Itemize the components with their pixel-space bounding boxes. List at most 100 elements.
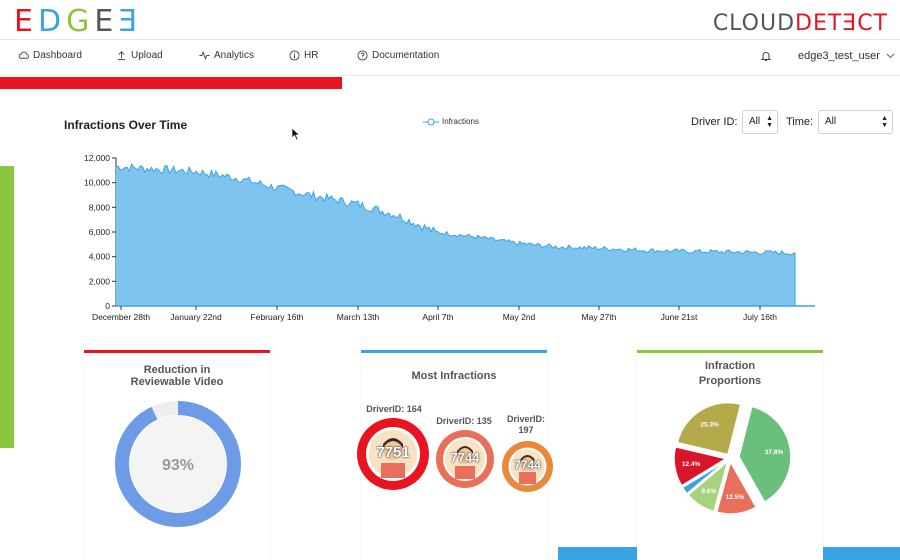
driver-avatar-icon [508, 447, 547, 486]
reduction-card: Reduction in Reviewable Video 93% [84, 350, 270, 560]
nav-hr[interactable]: HR [289, 50, 318, 61]
x-tick-label: February 16th [251, 312, 304, 322]
pie-slice [715, 460, 758, 515]
driver-select[interactable]: All ▲ ▼ [742, 110, 778, 134]
logo-letter: D [37, 4, 67, 39]
main-nav: Dashboard Upload Analytics HR Documentat… [0, 40, 900, 76]
proportions-title-2: Proportions [698, 375, 762, 387]
driver-badge-135[interactable]: 7744 [436, 430, 494, 488]
nav-label: Analytics [214, 50, 255, 61]
driver-count: 7751 [376, 444, 410, 461]
upload-icon [117, 51, 126, 61]
x-tick-label: May 27th [582, 312, 617, 322]
pie-slice [681, 459, 728, 495]
nav-upload[interactable]: Upload [116, 50, 163, 61]
accent-bar-red [0, 77, 342, 89]
pie-slice-label: 12.5% [726, 494, 745, 501]
nav-documentation[interactable]: Documentation [357, 50, 439, 61]
pie-slice-label: 25.3% [700, 421, 719, 428]
logo-word-cloud: CLOUD [712, 11, 796, 36]
nav-analytics[interactable]: Analytics [199, 50, 254, 61]
x-tick-label: December 28th [92, 312, 150, 322]
driver-label: DriverID: 135 [436, 416, 492, 426]
time-select-value: All [825, 116, 837, 127]
card-accent-red [84, 350, 270, 353]
info-icon [289, 50, 300, 61]
infractions-area-chart[interactable]: 0 2,000 4,000 6,000 8,000 10,000 12,000 Decembe… [60, 148, 830, 328]
donut-center-label: 93% [162, 457, 194, 474]
reduction-donut-chart[interactable]: 93% [84, 390, 270, 560]
legend-marker-icon [423, 118, 439, 125]
nav-label: Upload [131, 50, 163, 61]
help-icon [357, 50, 368, 61]
cloud-icon [18, 51, 29, 59]
nav-dashboard[interactable]: Dashboard [18, 50, 82, 61]
nav-label: Documentation [372, 50, 440, 61]
most-infractions-card: Most Infractions DriverID: 164 7751 Driv… [357, 350, 553, 560]
pie-slice [673, 445, 729, 487]
user-menu[interactable]: edge3_test_user [798, 50, 895, 62]
bell-icon[interactable] [760, 50, 772, 62]
username: edge3_test_user [798, 50, 880, 62]
donut-hole [130, 416, 226, 512]
y-tick-label: 8,000 [89, 202, 111, 212]
time-select[interactable]: All ▲ ▼ [818, 110, 893, 134]
pie-slice [676, 401, 742, 456]
driver-badge-164[interactable]: 7751 [357, 418, 429, 490]
x-tick-label: March 13th [337, 312, 380, 322]
infractions-line [115, 163, 796, 306]
driver-badge-197[interactable]: 7744 [502, 441, 553, 492]
x-tick-label: January 22nd [170, 312, 222, 322]
driver-count: 7744 [450, 450, 480, 465]
proportions-card: Infraction Proportions 37.8% 12.5% 9.6% 12.… [637, 350, 823, 560]
nav-label: Dashboard [33, 50, 82, 61]
logo-letter: E [14, 4, 38, 39]
logo-letter: E [94, 4, 119, 39]
driver-filter-label: Driver ID: [691, 116, 738, 128]
logo-letter: Ǝ [118, 4, 143, 39]
driver-avatar-icon [443, 437, 487, 481]
y-tick-label: 10,000 [84, 178, 110, 188]
reduction-title-2: Reviewable Video [130, 376, 224, 388]
infractions-area [116, 164, 795, 306]
driver-label: DriverID: [506, 414, 545, 424]
pie-slice-label: 37.8% [765, 449, 784, 456]
pie-slice [686, 459, 730, 513]
x-tick-label: May 2nd [503, 312, 536, 322]
mouse-cursor-icon [291, 127, 301, 141]
x-tick-label: June 21st [661, 312, 698, 322]
driver-count: 7744 [514, 458, 541, 472]
proportions-pie-chart[interactable]: 37.8% 12.5% 9.6% 12.4% 25.3% [637, 390, 823, 560]
x-tick-label: April 7th [422, 312, 453, 322]
legend-label: Infractions [442, 117, 479, 126]
card-accent-green [637, 350, 823, 353]
y-tick-label: 2,000 [89, 276, 111, 286]
top-header: EDGEƎ CLOUDDETƎCT [0, 0, 900, 40]
nav-label: HR [304, 50, 319, 61]
pie-slice [738, 405, 792, 504]
updown-icon: ▲ ▼ [881, 115, 888, 129]
proportions-title-1: Infraction [704, 360, 756, 372]
most-infractions-title: Most Infractions [411, 370, 497, 382]
driver-label: 197 [518, 425, 534, 435]
driver-select-value: All [749, 116, 761, 127]
donut-value-arc [115, 401, 241, 527]
card-accent-blue [361, 350, 547, 353]
pie-slice-label: 9.6% [701, 488, 716, 495]
y-tick-label: 0 [105, 301, 110, 311]
edge3-logo[interactable]: EDGEƎ [14, 4, 142, 39]
pie-slice-label: 12.4% [682, 461, 701, 468]
accent-bar-green [0, 166, 14, 448]
chart-title: Infractions Over Time [64, 118, 188, 132]
y-tick-label: 12,000 [84, 153, 110, 163]
driver-label: DriverID: 164 [366, 404, 422, 414]
logo-letter: G [66, 4, 95, 39]
clouddetect-logo: CLOUDDETƎCT [713, 11, 888, 36]
time-filter-label: Time: [786, 116, 814, 128]
y-tick-label: 6,000 [89, 227, 111, 237]
chart-legend[interactable]: Infractions [423, 117, 479, 126]
logo-word-detect: DETƎCT [795, 11, 888, 36]
pulse-icon [199, 51, 210, 60]
chevron-down-icon [886, 53, 895, 59]
reduction-title-1: Reduction in [143, 364, 211, 376]
